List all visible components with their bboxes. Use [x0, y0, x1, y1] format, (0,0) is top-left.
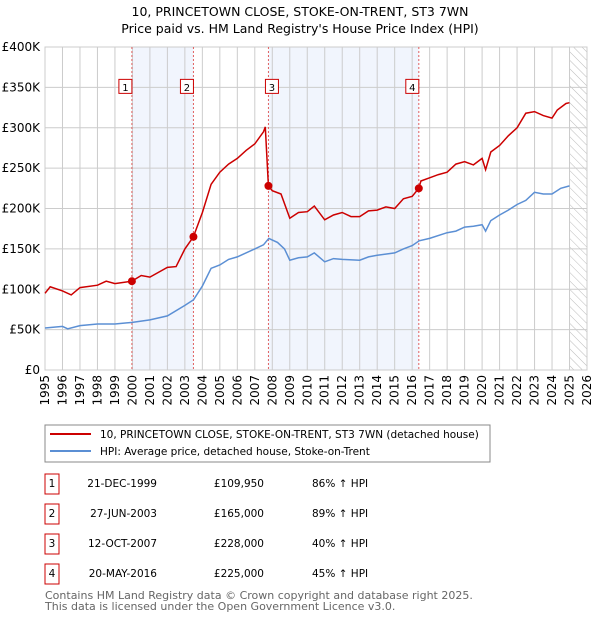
row-date: 12-OCT-2007 — [88, 538, 157, 550]
row-price: £225,000 — [214, 568, 264, 580]
x-tick-label: 2019 — [458, 375, 472, 406]
y-tick-label: £100K — [2, 282, 42, 296]
row-price: £109,950 — [214, 478, 264, 490]
x-tick-label: 2020 — [475, 375, 489, 406]
row-number: 4 — [49, 568, 56, 580]
sale-label-box — [118, 78, 133, 94]
sale-point — [414, 184, 423, 193]
sale-label-box — [264, 78, 279, 94]
x-tick-label: 2013 — [353, 375, 367, 406]
y-tick-label: £50K — [9, 323, 41, 337]
sale-point — [264, 181, 273, 190]
row-hpi-change: 45% ↑ HPI — [312, 568, 368, 580]
row-hpi-change: 89% ↑ HPI — [312, 508, 368, 520]
x-tick-label: 2004 — [195, 375, 209, 406]
row-number: 2 — [49, 508, 56, 520]
x-tick-label: 2023 — [528, 375, 542, 406]
x-tick-label: 2012 — [335, 375, 349, 406]
sale-label-number: 2 — [184, 83, 190, 94]
row-number-box — [44, 503, 60, 525]
row-hpi-change: 86% ↑ HPI — [312, 478, 368, 490]
row-number-box — [44, 473, 60, 495]
row-number: 3 — [49, 538, 56, 550]
x-tick-label: 2015 — [388, 375, 402, 406]
x-tick-label: 2021 — [493, 375, 507, 406]
chart-subtitle: Price paid vs. HM Land Registry's House … — [121, 21, 478, 36]
y-tick-label: £250K — [2, 161, 42, 175]
row-number-box — [44, 533, 60, 555]
row-date: 20-MAY-2016 — [89, 568, 158, 580]
row-price: £228,000 — [214, 538, 264, 550]
y-tick-label: £300K — [2, 121, 42, 135]
x-tick-label: 2010 — [300, 375, 314, 406]
footer-line-1: Contains HM Land Registry data © Crown c… — [45, 589, 473, 602]
row-number: 1 — [49, 478, 56, 490]
y-tick-label: £200K — [2, 202, 42, 216]
row-number-box — [44, 563, 60, 585]
x-tick-label: 2006 — [230, 375, 244, 406]
x-tick-label: 2001 — [143, 375, 157, 406]
property-series-line — [44, 101, 570, 296]
x-tick-label: 2002 — [160, 375, 174, 406]
sale-label-box — [405, 78, 420, 94]
legend-box — [44, 424, 491, 463]
y-tick-label: £0 — [25, 363, 40, 377]
plot-frame — [44, 46, 588, 371]
x-tick-label: 2011 — [318, 375, 332, 406]
footer-line-2: This data is licensed under the Open Gov… — [44, 600, 395, 613]
x-tick-label: 2008 — [265, 375, 279, 406]
x-tick-label: 2018 — [440, 375, 454, 406]
sale-label-number: 1 — [122, 83, 128, 94]
x-tick-label: 1996 — [55, 375, 69, 406]
chart-title: 10, PRINCETOWN CLOSE, STOKE-ON-TRENT, ST… — [132, 4, 469, 19]
row-date: 27-JUN-2003 — [90, 508, 157, 520]
x-tick-label: 2026 — [580, 375, 594, 406]
x-tick-label: 2007 — [248, 375, 262, 406]
x-tick-label: 1999 — [108, 375, 122, 406]
legend-label-property: 10, PRINCETOWN CLOSE, STOKE-ON-TRENT, ST… — [100, 429, 479, 441]
sale-label-number: 4 — [409, 83, 415, 94]
y-tick-label: £350K — [2, 80, 42, 94]
x-tick-label: 2017 — [423, 375, 437, 406]
y-tick-label: £400K — [2, 40, 42, 54]
x-tick-label: 2014 — [370, 375, 384, 406]
x-tick-label: 1998 — [90, 375, 104, 406]
x-tick-label: 2009 — [283, 375, 297, 406]
hpi-series-line — [44, 185, 570, 330]
sale-point — [189, 232, 198, 241]
sale-label-number: 3 — [269, 83, 275, 94]
legend: 10, PRINCETOWN CLOSE, STOKE-ON-TRENT, ST… — [44, 424, 491, 463]
sale-label-box — [179, 78, 194, 94]
x-tick-label: 2003 — [178, 375, 192, 406]
x-tick-label: 2022 — [510, 375, 524, 406]
x-tick-label: 2000 — [125, 375, 139, 406]
row-hpi-change: 40% ↑ HPI — [312, 538, 368, 550]
x-tick-label: 1995 — [38, 375, 52, 406]
x-tick-label: 2025 — [563, 375, 577, 406]
x-tick-label: 2005 — [213, 375, 227, 406]
x-tick-label: 2016 — [405, 375, 419, 406]
sales-table: 1 21-DEC-1999 £109,950 86% ↑ HPI 2 27-JUN-200… — [44, 473, 368, 585]
legend-label-hpi: HPI: Average price, detached house, Stok… — [100, 446, 370, 458]
x-tick-label: 2024 — [545, 375, 559, 406]
y-tick-label: £150K — [2, 242, 42, 256]
row-price: £165,000 — [214, 508, 264, 520]
row-date: 21-DEC-1999 — [87, 478, 157, 490]
sale-point — [127, 277, 136, 286]
x-tick-label: 1997 — [73, 375, 87, 406]
